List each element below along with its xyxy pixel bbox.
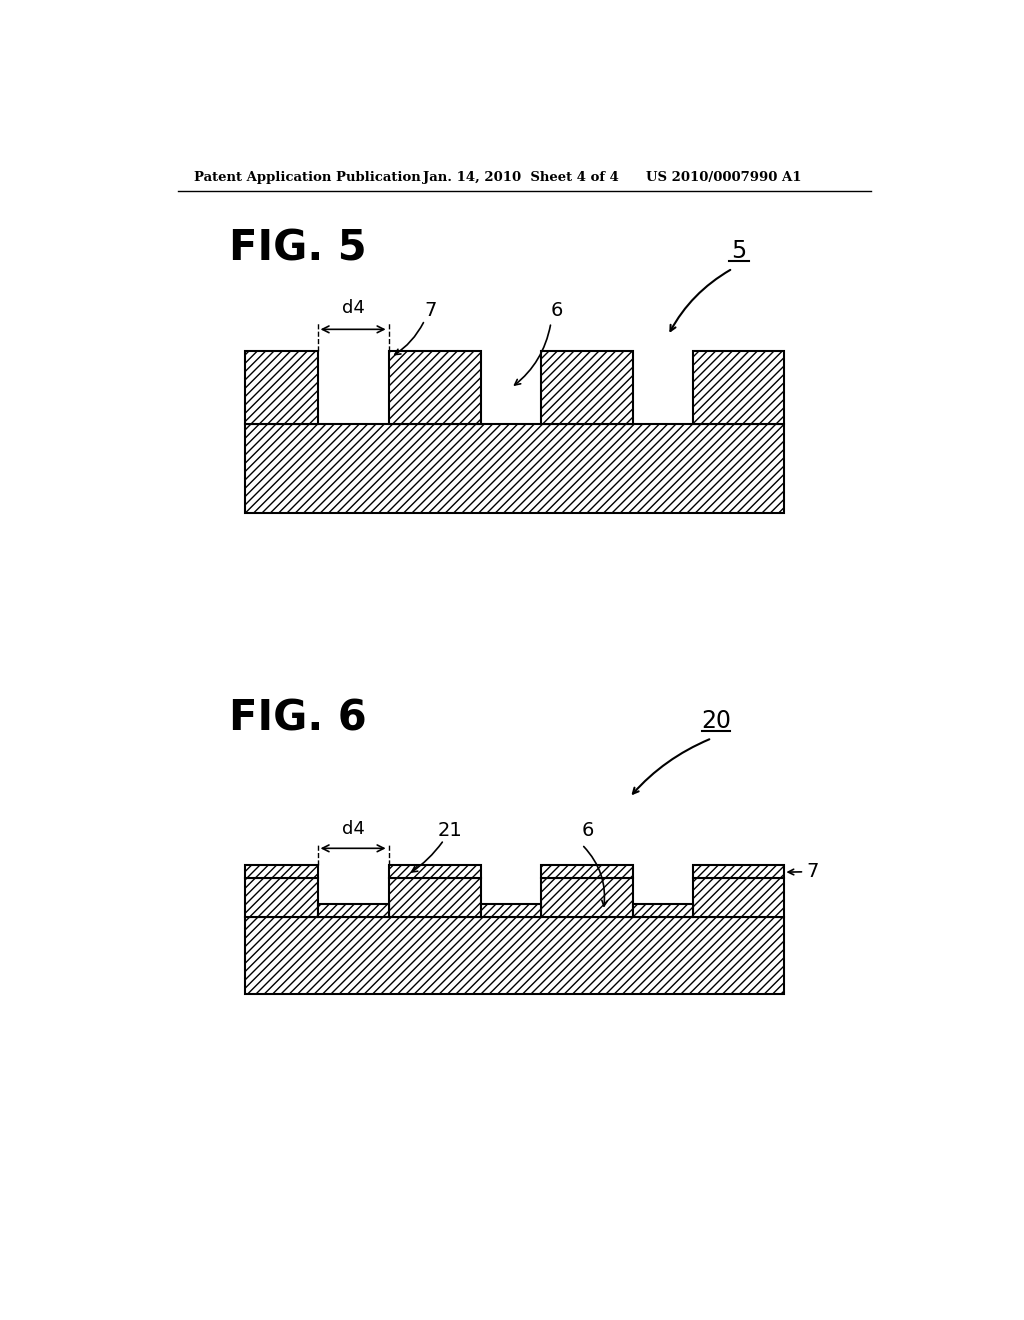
Bar xyxy=(245,878,317,917)
Bar xyxy=(245,351,317,424)
Text: FIG. 6: FIG. 6 xyxy=(229,697,367,739)
Text: 6: 6 xyxy=(582,821,594,840)
Text: 6: 6 xyxy=(551,301,563,321)
Text: FIG. 5: FIG. 5 xyxy=(229,227,367,269)
Bar xyxy=(634,904,693,917)
Bar xyxy=(245,424,783,512)
Bar xyxy=(693,351,783,424)
Text: Jan. 14, 2010  Sheet 4 of 4: Jan. 14, 2010 Sheet 4 of 4 xyxy=(423,172,620,185)
Bar xyxy=(693,866,783,878)
Text: 21: 21 xyxy=(437,821,463,840)
Text: 7: 7 xyxy=(807,862,819,882)
Text: d4: d4 xyxy=(342,300,365,317)
Bar xyxy=(481,904,541,917)
Bar xyxy=(245,866,317,878)
Bar xyxy=(541,866,634,878)
Text: 5: 5 xyxy=(731,239,746,263)
Bar xyxy=(693,878,783,917)
Bar xyxy=(541,351,634,424)
Bar xyxy=(388,866,481,878)
Bar xyxy=(541,878,634,917)
Bar xyxy=(388,878,481,917)
Text: Patent Application Publication: Patent Application Publication xyxy=(194,172,421,185)
Text: d4: d4 xyxy=(342,820,365,838)
Text: US 2010/0007990 A1: US 2010/0007990 A1 xyxy=(646,172,802,185)
Text: 7: 7 xyxy=(425,301,437,321)
Text: 20: 20 xyxy=(700,709,731,733)
Bar xyxy=(245,917,783,994)
Bar xyxy=(317,904,388,917)
Bar xyxy=(388,351,481,424)
